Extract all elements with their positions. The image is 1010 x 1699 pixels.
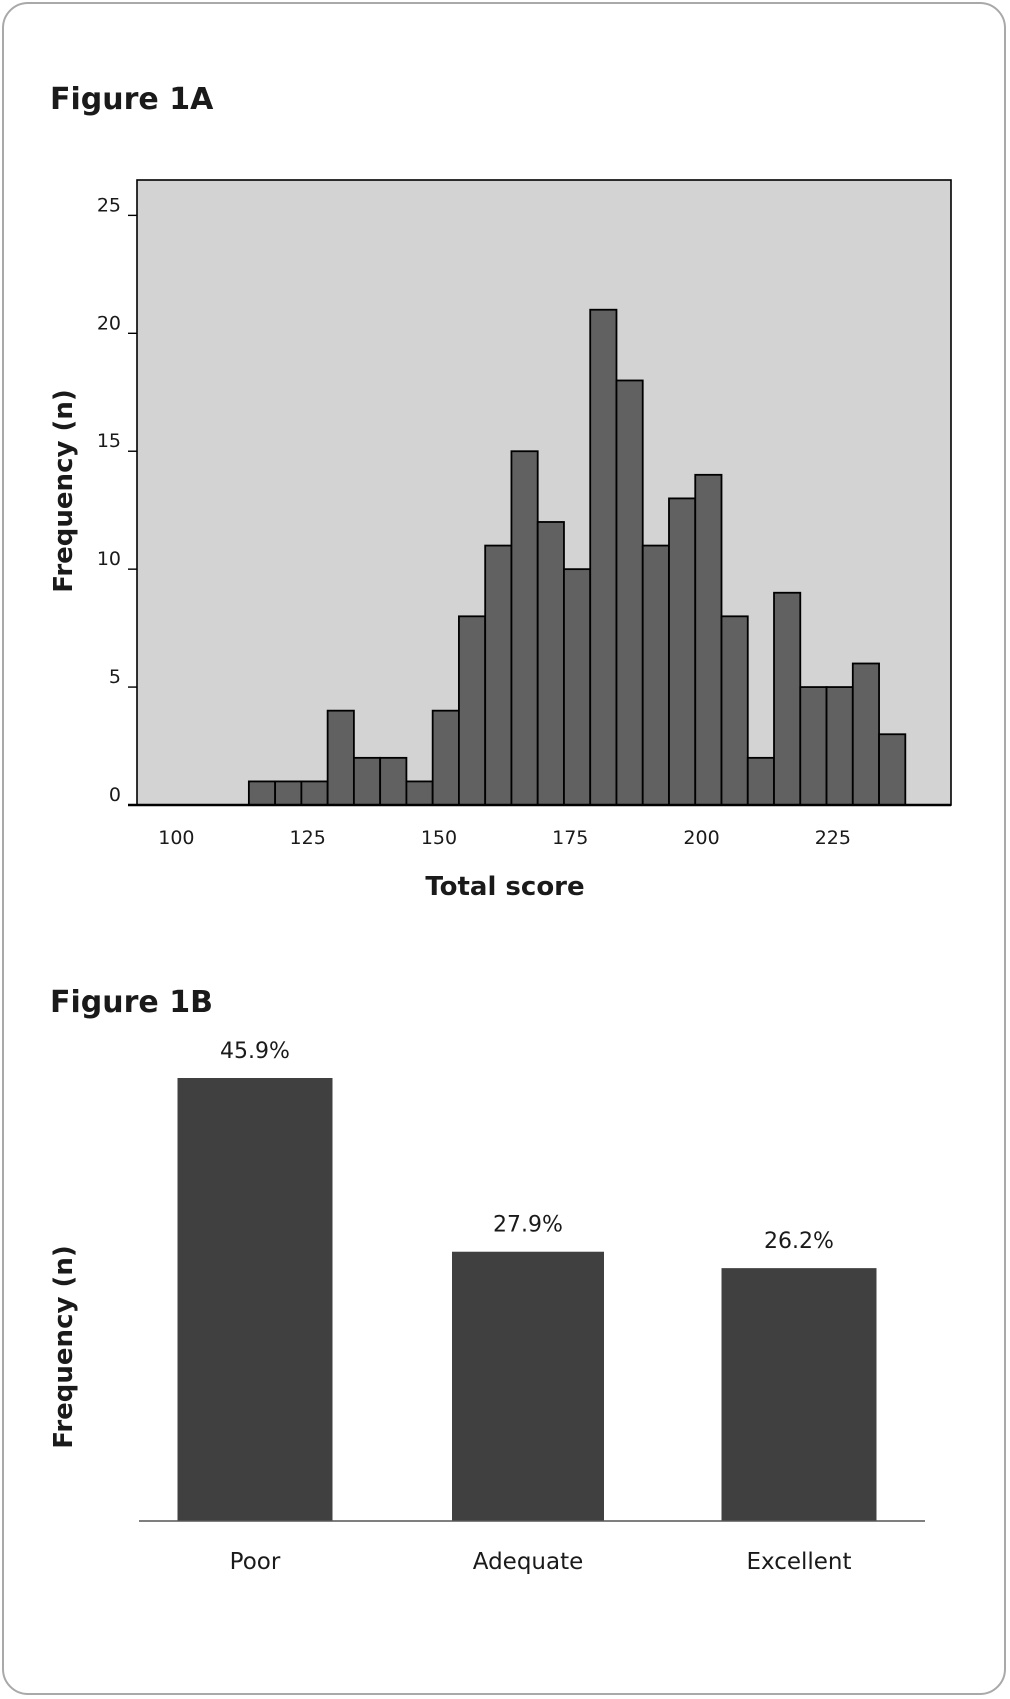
histogram-bar xyxy=(458,615,487,806)
histogram-bar xyxy=(431,709,460,806)
figure-1b-title: Figure 1B xyxy=(50,985,213,1020)
histogram-y-axis-title: Frequency (n) xyxy=(49,389,79,593)
category-label: Adequate xyxy=(473,1549,584,1575)
histogram-bar xyxy=(379,756,408,806)
y-tick-label: 0 xyxy=(109,784,121,806)
x-tick-label: 200 xyxy=(683,827,719,849)
bar-value-label: 45.9% xyxy=(220,1039,290,1064)
histogram-bar xyxy=(352,756,382,806)
y-tick-label: 10 xyxy=(97,548,121,570)
category-bar xyxy=(452,1251,604,1521)
category-y-axis-title: Frequency (n) xyxy=(49,1245,79,1449)
histogram-x-ticks: 100 125 150 175 200 225 xyxy=(158,827,851,849)
histogram-bar xyxy=(510,450,539,806)
histogram-bar xyxy=(300,780,329,806)
histogram-bar xyxy=(746,756,775,806)
figure-1a-title: Figure 1A xyxy=(50,82,214,117)
x-tick-label: 175 xyxy=(552,827,588,849)
histogram-bar xyxy=(405,780,434,806)
histogram-bar xyxy=(326,709,355,806)
histogram-x-axis-title: Total score xyxy=(425,872,584,902)
category-label: Poor xyxy=(230,1549,281,1575)
histogram-bar xyxy=(720,615,749,806)
histogram-bar xyxy=(247,780,277,806)
category-bar xyxy=(721,1268,877,1521)
bar-value-label: 26.2% xyxy=(764,1229,834,1254)
histogram-bar xyxy=(694,473,723,806)
y-tick-label: 15 xyxy=(97,430,121,452)
histogram-bar xyxy=(615,379,644,806)
y-tick-label: 20 xyxy=(97,312,121,334)
histogram-bar xyxy=(878,733,907,806)
category-labels: 45.9% Poor 27.9% Adequate 26.2% Excellent xyxy=(220,1039,851,1575)
x-tick-label: 100 xyxy=(158,827,194,849)
histogram-bar xyxy=(825,686,854,806)
x-tick-label: 125 xyxy=(290,827,326,849)
histogram-bar xyxy=(274,780,303,806)
histogram-bar xyxy=(668,497,697,806)
category-bars xyxy=(177,1078,877,1521)
histogram-bar xyxy=(536,521,565,806)
histogram-bar xyxy=(484,544,513,806)
y-tick-label: 5 xyxy=(109,666,121,688)
x-tick-label: 150 xyxy=(421,827,457,849)
category-bar xyxy=(177,1078,333,1521)
y-tick-label: 25 xyxy=(97,194,121,216)
histogram-bar xyxy=(851,662,880,806)
category-label: Excellent xyxy=(746,1549,851,1575)
x-tick-label: 225 xyxy=(815,827,851,849)
histogram-bar xyxy=(563,568,592,806)
histogram-bar xyxy=(773,591,802,806)
histogram-bar xyxy=(799,686,828,806)
histogram-bar xyxy=(641,544,670,806)
histogram-bars xyxy=(247,308,907,806)
histogram-bar xyxy=(589,308,618,806)
histogram-y-ticks: 0 5 10 15 20 25 xyxy=(97,194,137,806)
bar-value-label: 27.9% xyxy=(493,1213,563,1238)
